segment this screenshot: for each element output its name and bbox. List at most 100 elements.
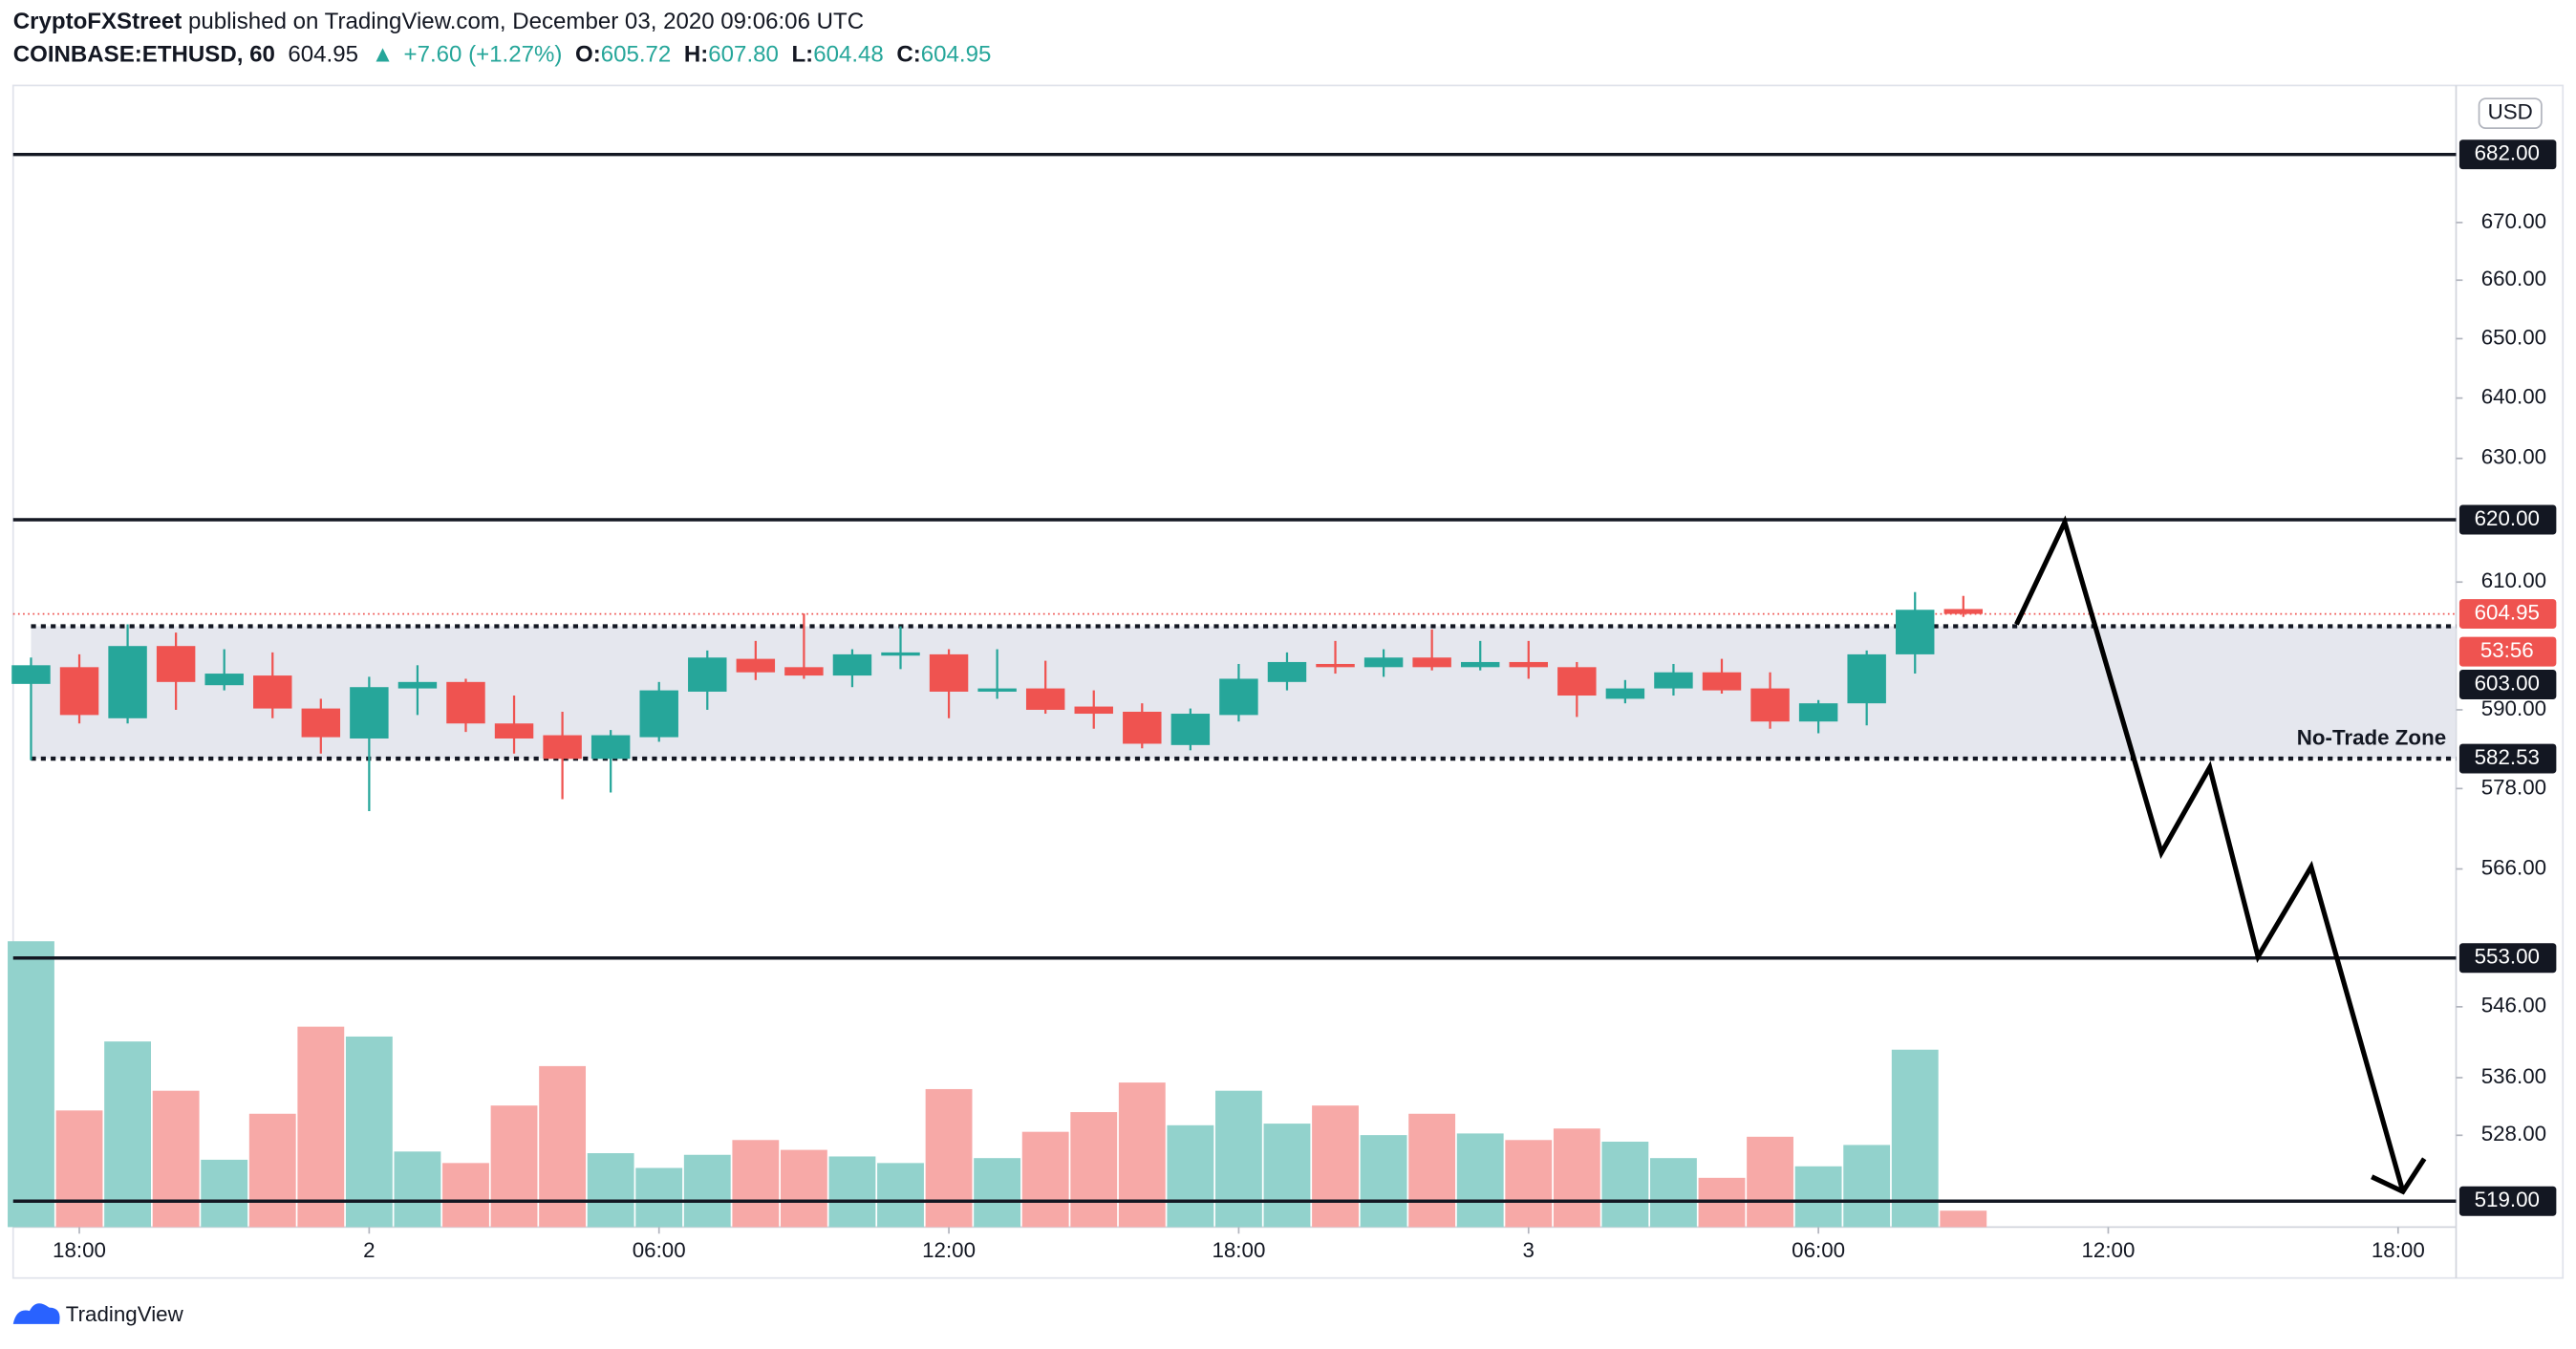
change: +7.60 (+1.27%) xyxy=(404,42,563,68)
y-tick-label: 650.00 xyxy=(2481,325,2546,349)
x-tick-label: 18:00 xyxy=(2372,1238,2425,1262)
candle-body xyxy=(301,708,341,738)
countdown-badge xyxy=(2458,636,2557,667)
price-badge xyxy=(2458,599,2557,630)
candle-body xyxy=(1316,663,1355,668)
volume-bar xyxy=(974,1158,1021,1228)
candle-body xyxy=(543,735,582,760)
footer: TradingView xyxy=(12,1302,184,1326)
up-icon: ▲ xyxy=(372,42,395,68)
ohlc-value: 604.48 xyxy=(813,42,884,68)
volume-bar xyxy=(1360,1135,1407,1228)
brand-icon xyxy=(12,1303,60,1324)
candle-body xyxy=(156,646,196,682)
candle-body xyxy=(784,667,824,676)
y-tick-label: 528.00 xyxy=(2481,1122,2546,1146)
volume-bar xyxy=(683,1154,731,1228)
published: published on TradingView.com, December 0… xyxy=(188,9,864,34)
volume-bar xyxy=(1747,1136,1793,1228)
candle-body xyxy=(1847,653,1886,704)
ohlc-value: 604.95 xyxy=(921,42,992,68)
x-tick-label: 18:00 xyxy=(53,1238,106,1262)
level-badge-label: 682.00 xyxy=(2475,141,2540,165)
header-line: CryptoFXStreet published on TradingView.… xyxy=(13,9,864,34)
candle-body xyxy=(494,723,534,739)
candle-body xyxy=(1557,667,1597,696)
volume-bar xyxy=(780,1149,827,1228)
countdown-badge-label: 53:56 xyxy=(2480,638,2534,662)
candle-body xyxy=(204,674,244,686)
candle-body xyxy=(1363,657,1404,668)
candle-body xyxy=(1170,714,1211,745)
author: CryptoFXStreet xyxy=(13,9,182,34)
volume-bar xyxy=(201,1159,248,1228)
y-tick-label: 660.00 xyxy=(2481,267,2546,290)
volume-bar xyxy=(587,1153,634,1228)
candle-body xyxy=(736,658,776,673)
level-badge-label: 582.53 xyxy=(2475,745,2540,769)
y-tick-label: 536.00 xyxy=(2481,1064,2546,1088)
candle-body xyxy=(1219,678,1258,716)
ohlc-value: 607.80 xyxy=(708,42,779,68)
level-badge xyxy=(2458,943,2557,974)
y-tick-label: 610.00 xyxy=(2481,568,2546,592)
volume-bar xyxy=(1650,1158,1697,1228)
ohlc-label: C: xyxy=(896,42,920,68)
x-tick-label: 3 xyxy=(1523,1238,1535,1262)
projection-arrowhead xyxy=(2371,1157,2427,1195)
candle-body xyxy=(881,652,920,656)
candle-body xyxy=(1702,672,1742,691)
level-badge-label: 553.00 xyxy=(2475,945,2540,969)
currency-label: USD xyxy=(2488,100,2533,124)
volume-bar xyxy=(8,941,54,1228)
candle-body xyxy=(446,681,485,724)
candle-body xyxy=(59,667,99,716)
volume-bar xyxy=(877,1163,924,1228)
candle-body xyxy=(1460,661,1500,668)
symbol-line: COINBASE:ETHUSD, 60 604.95 ▲ +7.60 (+1.2… xyxy=(13,42,992,68)
candle-body xyxy=(1896,610,1935,654)
volume-bar xyxy=(635,1167,683,1228)
volume-bar xyxy=(490,1105,538,1228)
candle-body xyxy=(1509,661,1548,668)
level-badge-label: 603.00 xyxy=(2475,671,2540,695)
volume-bar xyxy=(1601,1141,1649,1228)
candle-body xyxy=(639,690,678,738)
candle-body xyxy=(1267,661,1307,682)
candle-body xyxy=(929,653,969,692)
level-badge-label: 519.00 xyxy=(2475,1188,2540,1211)
candle-body xyxy=(108,646,147,718)
volume-bar xyxy=(1456,1133,1504,1228)
volume-bar xyxy=(1794,1166,1842,1228)
level-badge xyxy=(2458,1186,2557,1216)
y-tick-label: 630.00 xyxy=(2481,445,2546,469)
price-badge-label: 604.95 xyxy=(2475,600,2540,624)
candle-body xyxy=(1412,657,1451,668)
ohlc-label: H: xyxy=(684,42,708,68)
ohlc-value: 605.72 xyxy=(601,42,672,68)
x-tick-label: 18:00 xyxy=(1212,1238,1265,1262)
volume-bar xyxy=(828,1156,876,1228)
volume-bar xyxy=(1891,1049,1939,1228)
volume-bar xyxy=(1553,1128,1600,1228)
volume-bar xyxy=(1843,1145,1891,1228)
volume-bar xyxy=(1167,1124,1214,1228)
volume-bar xyxy=(732,1140,780,1228)
candle-body xyxy=(11,665,51,684)
level-badge xyxy=(2458,670,2557,699)
brand: TradingView xyxy=(66,1302,184,1326)
symbol: COINBASE:ETHUSD, 60 xyxy=(13,42,275,68)
projection-line xyxy=(2014,515,2406,1192)
candle-body xyxy=(253,675,292,709)
volume-bar xyxy=(1408,1113,1456,1228)
candle-body xyxy=(590,735,631,760)
plot: 18:00 2 06:00 12:00 18:00 3 06:00 12:00 18:00 No-… xyxy=(8,152,2457,1262)
candle-body xyxy=(977,688,1017,692)
level-badge-label: 620.00 xyxy=(2475,506,2540,530)
volume-bar xyxy=(1118,1082,1166,1228)
volume-bar xyxy=(345,1036,393,1228)
candle-body xyxy=(1798,703,1838,722)
candle-body xyxy=(1074,706,1113,715)
x-tick-label: 06:00 xyxy=(1792,1238,1845,1262)
